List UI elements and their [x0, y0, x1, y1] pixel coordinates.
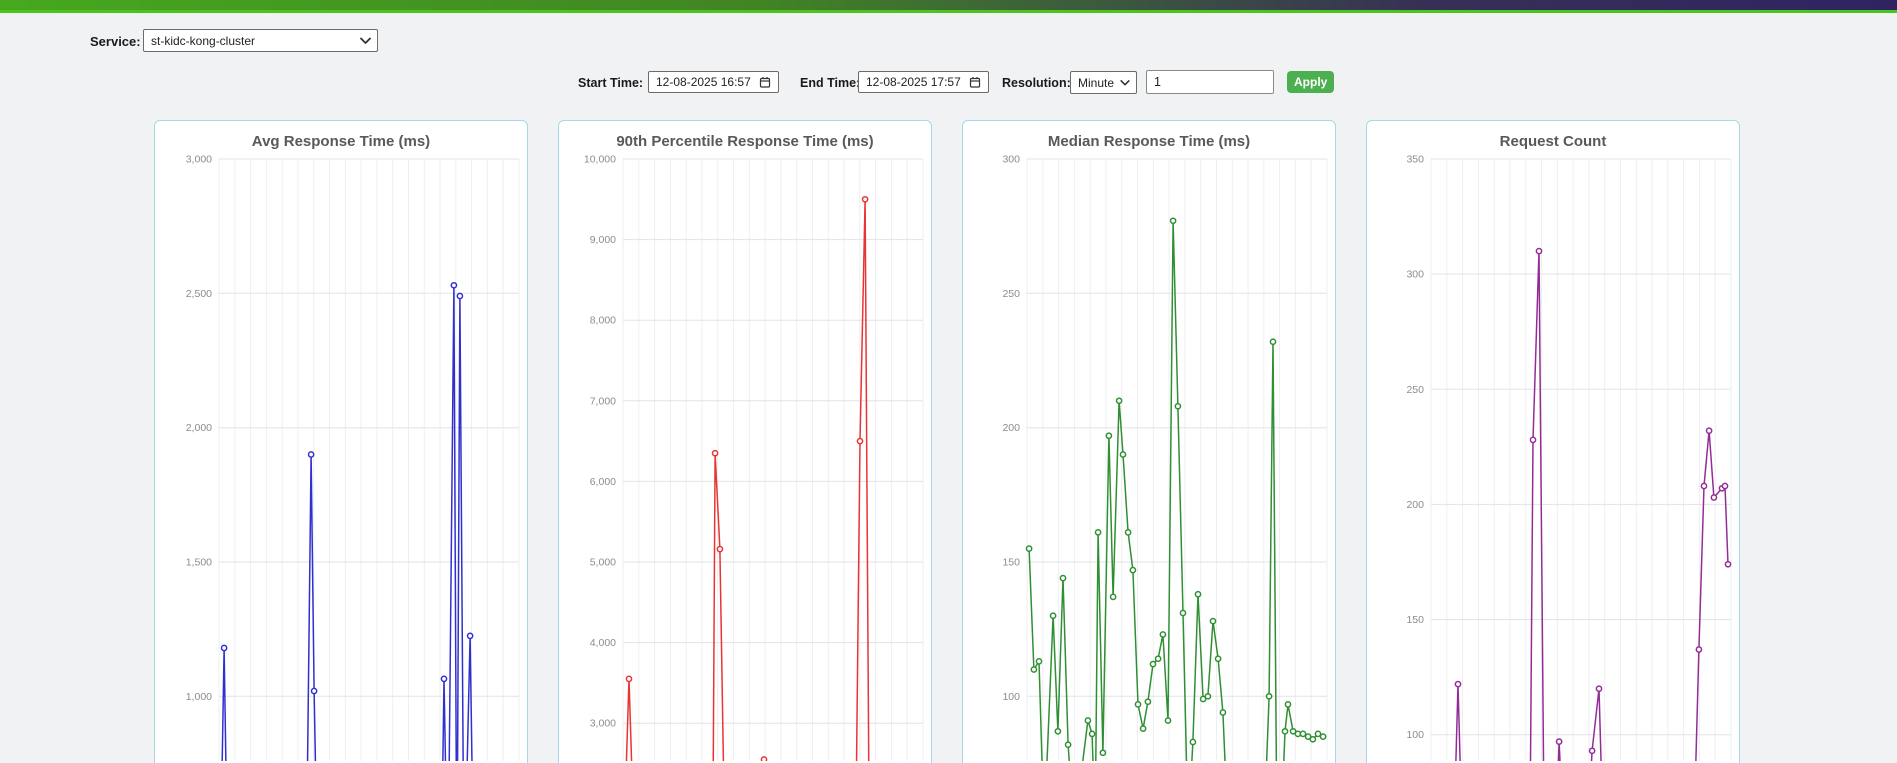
svg-text:350: 350 — [1406, 154, 1424, 166]
end-time-value: 12-08-2025 17:57 — [866, 75, 961, 89]
svg-text:200: 200 — [1002, 422, 1020, 434]
svg-text:4,000: 4,000 — [590, 637, 616, 649]
resolution-label: Resolution: — [1002, 76, 1071, 90]
svg-text:7,000: 7,000 — [590, 395, 616, 407]
svg-text:1,000: 1,000 — [186, 691, 212, 703]
svg-text:100: 100 — [1002, 691, 1020, 703]
chart-title: 90th Percentile Response Time (ms) — [616, 133, 874, 150]
chart-title: Median Response Time (ms) — [1047, 133, 1251, 150]
line-chart-request-count: 350 300 250 200 150 100 — [1367, 121, 1739, 763]
chart-title: Request Count — [1499, 133, 1607, 150]
svg-text:150: 150 — [1002, 557, 1020, 569]
start-time-label: Start Time: — [578, 76, 644, 90]
svg-text:250: 250 — [1002, 288, 1020, 300]
line-chart-median-response-time: 300 250 200 150 100 — [963, 121, 1335, 763]
svg-text:200: 200 — [1406, 499, 1424, 511]
resolution-unit-select[interactable]: Minute — [1070, 71, 1137, 94]
svg-text:100: 100 — [1406, 729, 1424, 741]
chart-panel-90th-percentile-response-time: 90th Percentile Response Time (ms) 10,00… — [558, 120, 932, 763]
svg-text:3,000: 3,000 — [590, 718, 616, 730]
svg-text:1,500: 1,500 — [186, 557, 212, 569]
svg-text:300: 300 — [1406, 269, 1424, 281]
service-label: Service: — [90, 34, 141, 49]
svg-text:2,000: 2,000 — [186, 422, 212, 434]
svg-text:5,000: 5,000 — [590, 557, 616, 569]
service-select[interactable]: st-kidc-kong-cluster — [143, 29, 378, 52]
svg-text:250: 250 — [1406, 384, 1424, 396]
calendar-icon[interactable] — [969, 76, 981, 88]
apply-button[interactable]: Apply — [1287, 71, 1335, 93]
chart-title: Avg Response Time (ms) — [251, 133, 431, 150]
svg-text:300: 300 — [1002, 154, 1020, 166]
svg-text:10,000: 10,000 — [584, 154, 616, 166]
chart-panel-avg-response-time: Avg Response Time (ms) 3,000 2,500 2,000 1,… — [154, 120, 528, 763]
start-time-input[interactable]: 12-08-2025 16:57 — [648, 71, 779, 93]
svg-text:150: 150 — [1406, 614, 1424, 626]
line-chart-avg-response-time: 3,000 2,500 2,000 1,500 1,000 — [155, 121, 527, 763]
svg-text:3,000: 3,000 — [186, 154, 212, 166]
svg-text:9,000: 9,000 — [590, 234, 616, 246]
svg-text:2,500: 2,500 — [186, 288, 212, 300]
top-gradient-bar — [0, 0, 1897, 13]
start-time-value: 12-08-2025 16:57 — [656, 75, 751, 89]
resolution-value-input[interactable] — [1146, 70, 1274, 94]
end-time-label: End Time: — [800, 76, 861, 90]
end-time-input[interactable]: 12-08-2025 17:57 — [858, 71, 989, 93]
chart-panel-request-count: Request Count 350 300 250 200 150 100 — [1366, 120, 1740, 763]
svg-text:6,000: 6,000 — [590, 476, 616, 488]
svg-text:8,000: 8,000 — [590, 315, 616, 327]
chart-panel-median-response-time: Median Response Time (ms) 300 250 200 150 10… — [962, 120, 1336, 763]
line-chart-90th-percentile-response-time: 10,000 9,000 8,000 7,000 6,000 5,000 4,000 3,00… — [559, 121, 931, 763]
calendar-icon[interactable] — [759, 76, 771, 88]
